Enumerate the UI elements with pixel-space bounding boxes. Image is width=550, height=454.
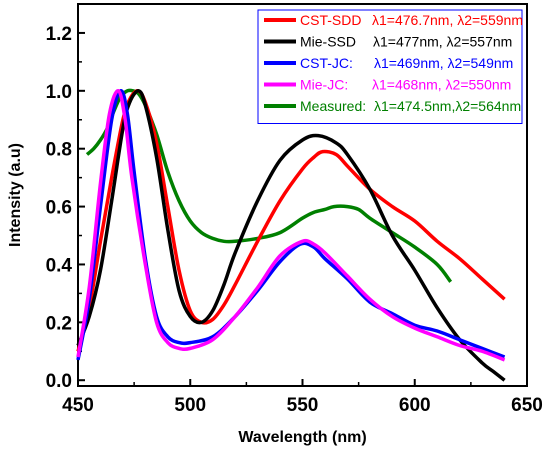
y-tick-label: 0.8 <box>46 140 72 161</box>
x-tick-label: 650 <box>511 395 543 416</box>
legend-values: λ1=469nm, λ2=549nm <box>374 55 513 71</box>
x-axis-title: Wavelength (nm) <box>238 429 366 446</box>
y-tick-label: 0.6 <box>46 198 72 219</box>
y-tick-label: 0.0 <box>46 371 72 392</box>
legend-label: CST-SDD <box>300 12 361 28</box>
legend-values: λ1=476.7nm, λ2=559nm <box>372 12 523 28</box>
legend-label: Mie-JC: <box>300 77 348 93</box>
series-group <box>76 88 506 382</box>
series-line <box>76 89 506 362</box>
legend-label: Measured: <box>300 98 366 114</box>
y-axis-title: Intensity (a.u) <box>7 143 24 247</box>
y-tick-label: 0.2 <box>46 313 72 334</box>
y-tick-label: 1.0 <box>46 82 72 103</box>
y-tick-label: 0.4 <box>46 255 73 276</box>
legend-values: λ1=477nm, λ2=557nm <box>373 34 512 50</box>
legend-label: Mie-SSD <box>300 34 356 50</box>
legend-values: λ1=468nm, λ2=550nm <box>372 77 511 93</box>
x-tick-label: 600 <box>399 395 431 416</box>
x-tick-label: 450 <box>62 395 94 416</box>
x-tick-label: 500 <box>174 395 206 416</box>
legend-label: CST-JC: <box>300 55 353 71</box>
legend: CST-SDD λ1=476.7nm, λ2=559nm Mie-SSD λ1=477… <box>257 9 523 124</box>
legend-box <box>257 9 523 124</box>
y-tick-label: 1.2 <box>46 24 72 45</box>
x-tick-label: 550 <box>287 395 319 416</box>
axis-ticks: 450 500 550 600 650 0.0 0.2 0.4 0.6 0.8 1.0 1.2 <box>46 3 543 416</box>
legend-values: λ1=474.5nm,λ2=564nm <box>374 98 521 114</box>
